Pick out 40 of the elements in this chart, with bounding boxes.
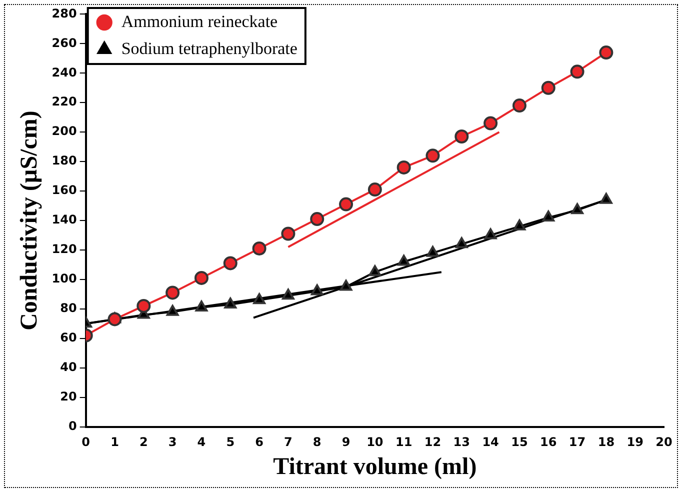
x-tick-label: 19 <box>626 435 644 450</box>
y-tick-label: 260 <box>52 36 77 50</box>
x-tick-label: 3 <box>168 435 177 450</box>
y-axis-title: Conductivity (µS/cm) <box>16 110 43 330</box>
x-tick-label: 4 <box>197 435 206 450</box>
x-tick-label: 17 <box>568 435 586 450</box>
y-tick-label: 220 <box>52 94 77 109</box>
x-tick-label: 10 <box>366 435 384 450</box>
y-tick-label: 80 <box>60 301 77 316</box>
y-tick-label: 20 <box>60 389 77 404</box>
x-tick-label: 1 <box>110 435 119 450</box>
x-tick-label: 0 <box>82 435 90 450</box>
x-tick-label: 2 <box>139 435 148 450</box>
y-tick-label: 140 <box>52 212 77 227</box>
y-tick-label: 120 <box>52 242 77 256</box>
y-tick-label: 280 <box>52 6 77 20</box>
x-tick-label: 14 <box>482 435 499 450</box>
x-tick-label: 7 <box>284 435 292 450</box>
x-axis-title: Titrant volume (ml) <box>273 454 477 480</box>
y-tick-label: 40 <box>60 360 77 374</box>
y-tick-label: 60 <box>60 330 77 345</box>
legend-label: Sodium tetraphenylborate <box>121 38 298 58</box>
y-tick-label: 0 <box>68 418 77 433</box>
x-tick-label: 20 <box>656 435 672 450</box>
x-tick-label: 16 <box>540 435 557 450</box>
x-tick-label: 18 <box>598 435 615 450</box>
y-tick-label: 200 <box>52 124 77 138</box>
x-tick-label: 12 <box>424 435 442 450</box>
x-tick-label: 15 <box>511 435 528 450</box>
x-tick-label: 5 <box>226 435 235 450</box>
x-tick-label: 6 <box>255 435 264 450</box>
y-tick-label: 160 <box>52 183 77 198</box>
x-tick-label: 9 <box>342 435 350 450</box>
y-tick-label: 100 <box>52 272 77 286</box>
x-tick-label: 11 <box>395 435 412 450</box>
y-tick-label: 180 <box>52 154 77 168</box>
x-tick-label: 13 <box>453 435 470 450</box>
y-tick-label: 240 <box>52 65 77 80</box>
legend-label: Ammonium reineckate <box>121 12 278 31</box>
x-tick-label: 8 <box>312 435 322 450</box>
